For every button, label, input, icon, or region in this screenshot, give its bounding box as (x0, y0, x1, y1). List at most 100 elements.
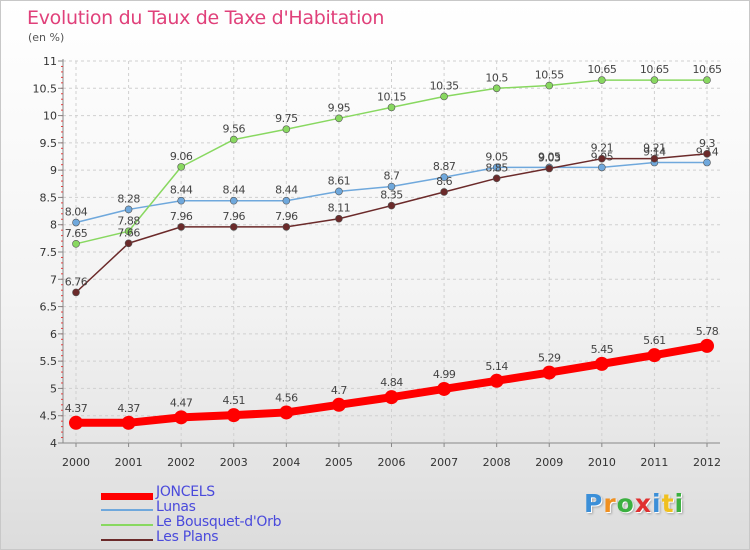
data-point-lunas (335, 187, 343, 196)
legend-swatch-joncels (101, 493, 153, 500)
data-label-lunas: 9.05 (485, 150, 508, 163)
x-tick-label: 2000 (62, 456, 90, 469)
legend-swatch-lunas (101, 509, 153, 511)
data-point-les-plans (229, 223, 238, 231)
legend-swatch-les-plans (101, 539, 153, 541)
x-tick-label: 2011 (640, 456, 668, 469)
data-point-le-bousquet-d-orb (440, 92, 448, 101)
data-label-les-plans: 8.11 (328, 202, 351, 215)
data-point-les-plans (387, 201, 396, 210)
data-label-les-plans: 9.3 (699, 137, 715, 150)
data-label-lunas: 8.7 (384, 170, 400, 183)
data-point-le-bousquet-d-orb (492, 84, 501, 93)
logo-letter: i (674, 489, 685, 518)
y-tick-label: 10 (43, 110, 57, 123)
data-point-les-plans (492, 174, 501, 183)
data-label-le-bousquet-d-orb: 9.06 (170, 150, 193, 163)
data-label-le-bousquet-d-orb: 10.65 (693, 63, 722, 76)
data-point-les-plans (440, 188, 448, 196)
data-point-les-plans (124, 239, 133, 248)
x-tick-label: 2006 (378, 456, 406, 469)
data-label-les-plans: 9.21 (591, 142, 614, 155)
data-point-le-bousquet-d-orb (598, 76, 606, 84)
data-point-les-plans (650, 154, 659, 163)
data-label-lunas: 8.44 (223, 184, 246, 197)
data-label-les-plans: 7.96 (275, 210, 298, 223)
data-point-les-plans (282, 223, 291, 231)
data-label-le-bousquet-d-orb: 7.65 (65, 227, 88, 240)
data-point-le-bousquet-d-orb (335, 114, 343, 123)
data-point-le-bousquet-d-orb (124, 227, 133, 236)
data-label-joncels: 4.51 (223, 394, 246, 407)
data-label-joncels: 4.84 (380, 376, 403, 389)
logo-letter: r (603, 489, 617, 518)
data-label-joncels: 4.7 (331, 384, 347, 397)
logo-letter: o (616, 489, 635, 518)
data-point-joncels (437, 381, 452, 396)
chart-subtitle: (en %) (28, 31, 65, 44)
logo-letter: x (634, 489, 652, 518)
data-point-le-bousquet-d-orb (387, 103, 396, 112)
data-label-joncels: 4.56 (275, 391, 298, 404)
y-tick-label: 7.5 (40, 246, 58, 259)
legend-label-les-plans: Les Plans (156, 529, 219, 545)
y-tick-label: 4 (50, 437, 57, 450)
data-point-lunas (177, 196, 185, 205)
data-point-les-plans (545, 164, 554, 173)
data-label-les-plans: 7.96 (170, 210, 193, 223)
x-tick-label: 2002 (167, 456, 195, 469)
data-point-joncels (226, 408, 241, 423)
y-tick-label: 9.5 (40, 137, 58, 150)
y-tick-label: 8 (50, 219, 57, 232)
data-point-le-bousquet-d-orb (703, 76, 711, 84)
x-tick-label: 2005 (325, 456, 353, 469)
data-label-le-bousquet-d-orb: 9.56 (223, 123, 246, 136)
data-label-joncels: 4.99 (433, 368, 456, 381)
data-point-joncels (700, 338, 714, 353)
data-label-le-bousquet-d-orb: 9.75 (275, 112, 298, 125)
data-point-les-plans (72, 288, 80, 297)
data-point-les-plans (703, 149, 711, 158)
x-tick-label: 2012 (693, 456, 721, 469)
logo-letter: P (584, 489, 604, 518)
data-label-le-bousquet-d-orb: 10.65 (587, 63, 616, 76)
data-point-les-plans (598, 154, 606, 163)
proxiti-logo: Proxiti (584, 489, 684, 518)
data-point-joncels (647, 348, 662, 363)
data-point-joncels (174, 410, 189, 425)
data-label-les-plans: 7.96 (223, 210, 246, 223)
logo-letter: t (661, 489, 675, 518)
x-tick-label: 2001 (115, 456, 143, 469)
data-label-le-bousquet-d-orb: 7.88 (117, 214, 140, 227)
data-label-lunas: 8.04 (65, 206, 88, 219)
data-point-joncels (542, 365, 557, 380)
data-label-les-plans: 8.85 (485, 161, 508, 174)
y-tick-label: 5 (50, 382, 57, 395)
y-tick-label: 6 (50, 328, 57, 341)
data-point-le-bousquet-d-orb (229, 135, 238, 144)
data-label-lunas: 8.44 (275, 184, 298, 197)
data-label-joncels: 5.78 (696, 325, 719, 338)
y-tick-label: 4.5 (40, 410, 58, 423)
data-label-les-plans: 7.66 (117, 226, 140, 239)
data-point-lunas (387, 182, 396, 191)
data-label-les-plans: 9.21 (643, 142, 666, 155)
data-label-lunas: 9.14 (643, 146, 666, 159)
data-point-joncels (279, 405, 294, 420)
logo-letter: i (652, 489, 662, 518)
data-point-joncels (384, 390, 399, 405)
data-point-les-plans (335, 214, 343, 223)
data-point-joncels (121, 415, 136, 430)
x-tick-label: 2008 (483, 456, 511, 469)
data-label-le-bousquet-d-orb: 10.15 (377, 90, 406, 103)
data-point-le-bousquet-d-orb (72, 240, 80, 248)
data-label-joncels: 4.37 (65, 402, 88, 415)
data-point-lunas (703, 158, 711, 167)
data-point-joncels (489, 373, 504, 388)
data-label-le-bousquet-d-orb: 10.65 (640, 63, 669, 76)
data-label-joncels: 5.45 (591, 343, 614, 356)
y-tick-label: 8.5 (40, 191, 58, 204)
x-tick-label: 2009 (535, 456, 563, 469)
data-label-le-bousquet-d-orb: 10.35 (430, 79, 459, 92)
